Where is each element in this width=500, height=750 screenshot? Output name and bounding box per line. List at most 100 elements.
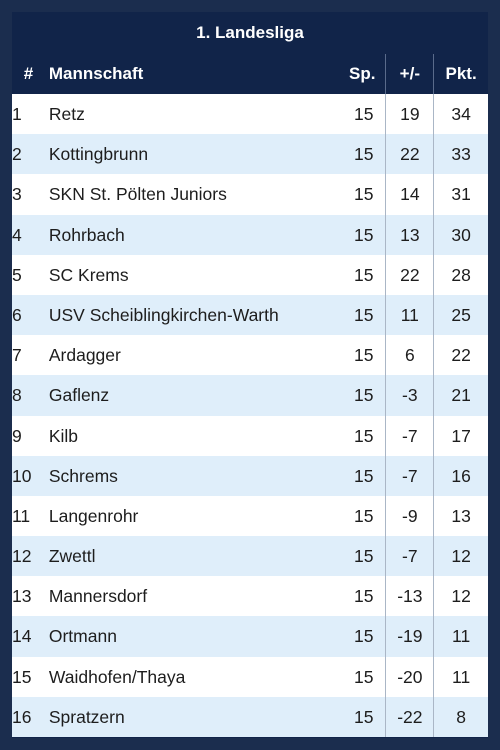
row-position: 4: [12, 224, 22, 245]
header-position: #: [23, 64, 34, 83]
row-team-name: Spratzern: [48, 706, 125, 727]
row-team-name: Kottingbrunn: [48, 144, 149, 165]
row-position: 5: [12, 264, 22, 285]
row-position: 14: [12, 626, 32, 647]
table-row[interactable]: 1 Retz 15 19 34: [12, 94, 488, 135]
table-row[interactable]: 3 SKN St. Pölten Juniors 15 14 31: [12, 174, 488, 215]
row-games: 15: [353, 104, 374, 124]
table-header: # Mannschaft Sp. +/- Pkt.: [12, 54, 488, 94]
row-goal-diff: -19: [385, 616, 433, 657]
row-team-name: Retz: [48, 104, 85, 124]
row-games: 15: [353, 184, 374, 205]
row-points: 28: [433, 254, 488, 295]
row-team-name: Kilb: [48, 425, 79, 446]
row-position: 3: [12, 184, 22, 205]
table-row[interactable]: 8 Gaflenz 15 -3 21: [12, 375, 488, 416]
row-points: 31: [433, 174, 488, 215]
table-row[interactable]: 15 Waidhofen/Thaya 15 -20 11: [12, 656, 488, 697]
row-points: 11: [433, 656, 488, 697]
row-points: 13: [433, 495, 488, 537]
table-row[interactable]: 5 SC Krems 15 22 28: [12, 254, 488, 295]
row-games: 15: [353, 385, 374, 406]
row-games: 15: [353, 264, 374, 285]
row-games: 15: [353, 465, 374, 486]
row-team-name: Zwettl: [48, 546, 96, 567]
table-row[interactable]: 10 Schrems 15 -7 16: [12, 455, 488, 496]
row-games: 15: [353, 304, 374, 325]
row-points: 33: [433, 134, 488, 175]
header-points: Pkt.: [433, 54, 488, 94]
row-points: 8: [433, 696, 488, 737]
table-row[interactable]: 16 Spratzern 15 -22 8: [12, 696, 488, 737]
row-goal-diff: 22: [385, 134, 433, 175]
row-team-name: SC Krems: [48, 264, 129, 285]
row-position: 15: [12, 666, 32, 687]
table-title: 1. Landesliga: [196, 23, 304, 42]
row-games: 15: [353, 144, 374, 165]
header-games: Sp.: [348, 64, 376, 83]
row-team-name: Langenrohr: [48, 505, 139, 526]
row-games: 15: [353, 345, 374, 366]
row-goal-diff: 14: [385, 174, 433, 215]
row-points: 17: [433, 415, 488, 456]
row-team-name: Waidhofen/Thaya: [48, 666, 186, 687]
row-position: 13: [12, 586, 32, 607]
row-position: 12: [12, 546, 32, 567]
row-points: 12: [433, 536, 488, 577]
row-position: 16: [12, 706, 32, 727]
row-goal-diff: -7: [385, 455, 433, 496]
row-games: 15: [353, 586, 374, 607]
row-games: 15: [353, 224, 374, 245]
row-team-name: Gaflenz: [48, 385, 110, 406]
table-row[interactable]: 13 Mannersdorf 15 -13 12: [12, 576, 488, 617]
row-position: 10: [12, 465, 32, 486]
row-goal-diff: -7: [385, 415, 433, 456]
row-goal-diff: 22: [385, 254, 433, 295]
row-goal-diff: -22: [385, 696, 433, 737]
row-position: 2: [12, 144, 22, 165]
row-games: 15: [353, 425, 374, 446]
row-position: 7: [12, 345, 22, 366]
row-points: 16: [433, 455, 488, 496]
table-row[interactable]: 7 Ardagger 15 6 22: [12, 335, 488, 376]
row-position: 1: [12, 104, 22, 124]
row-games: 15: [353, 546, 374, 567]
row-team-name: Schrems: [48, 465, 118, 486]
row-goal-diff: -20: [385, 656, 433, 697]
row-points: 11: [433, 616, 488, 657]
row-goal-diff: 13: [385, 214, 433, 255]
table-row[interactable]: 6 USV Scheiblingkirchen-Warth 15 11 25: [12, 294, 488, 336]
row-points: 34: [433, 94, 488, 135]
row-team-name: USV Scheiblingkirchen-Warth: [48, 304, 279, 325]
table-row[interactable]: 9 Kilb 15 -7 17: [12, 415, 488, 456]
header-team: Mannschaft: [48, 64, 144, 83]
table-body: 1 Retz 15 19 34 2 Kottingbrunn 15 22 33 3 SKN St. P…: [12, 94, 488, 737]
row-points: 25: [433, 294, 488, 336]
row-points: 22: [433, 335, 488, 376]
row-points: 21: [433, 375, 488, 416]
table-row[interactable]: 4 Rohrbach 15 13 30: [12, 214, 488, 255]
row-points: 30: [433, 214, 488, 255]
row-position: 8: [12, 385, 22, 406]
row-points: 12: [433, 576, 488, 617]
row-goal-diff: -13: [385, 576, 433, 617]
row-goal-diff: 19: [385, 94, 433, 135]
row-games: 15: [353, 626, 374, 647]
row-team-name: Ortmann: [48, 626, 117, 647]
table-row[interactable]: 14 Ortmann 15 -19 11: [12, 616, 488, 657]
row-position: 11: [12, 505, 31, 526]
table-row[interactable]: 2 Kottingbrunn 15 22 33: [12, 134, 488, 175]
row-team-name: Mannersdorf: [48, 586, 148, 607]
row-position: 9: [12, 425, 22, 446]
table-row[interactable]: 12 Zwettl 15 -7 12: [12, 536, 488, 577]
row-games: 15: [353, 666, 374, 687]
row-position: 6: [12, 304, 22, 325]
row-goal-diff: -7: [385, 536, 433, 577]
row-goal-diff: 6: [385, 335, 433, 376]
row-goal-diff: 11: [385, 294, 433, 336]
table-row[interactable]: 11 Langenrohr 15 -9 13: [12, 495, 488, 537]
row-team-name: SKN St. Pölten Juniors: [48, 184, 227, 205]
standings-table: 1. Landesliga # Mannschaft Sp. +/- Pkt. …: [12, 12, 488, 738]
row-goal-diff: -9: [385, 495, 433, 537]
row-goal-diff: -3: [385, 375, 433, 416]
